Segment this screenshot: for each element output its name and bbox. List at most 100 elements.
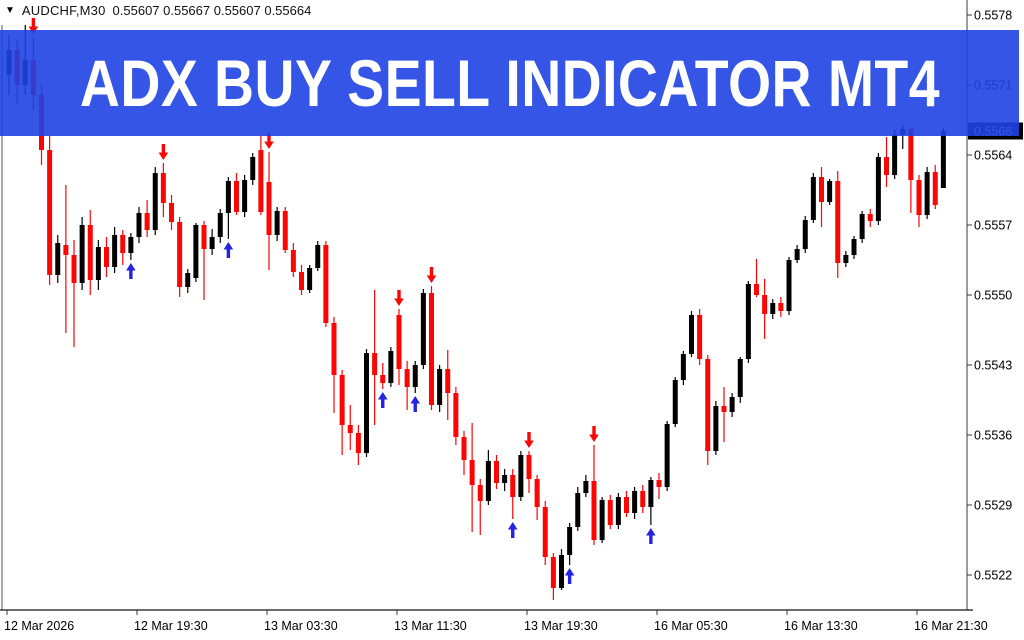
candle-body: [518, 455, 524, 497]
candle-body: [851, 239, 857, 255]
candle-body: [721, 406, 727, 412]
time-axis[interactable]: 12 Mar 2026 12 Mar 19:30 13 Mar 03:30 13 Ma…: [0, 609, 988, 633]
candle-body: [680, 354, 686, 380]
symbol-info-bar: ▼ AUDCHF,M30 0.55607 0.55667 0.55607 0.5…: [5, 3, 311, 18]
candle-body: [908, 129, 914, 180]
candle-body: [290, 250, 296, 272]
candle-body: [217, 213, 223, 237]
time-tick-label: 12 Mar 19:30: [134, 619, 208, 633]
candle-body: [339, 375, 345, 425]
candle-body: [71, 255, 77, 283]
candle-body: [112, 235, 118, 267]
candle-body: [477, 485, 483, 501]
candle-body: [599, 500, 605, 540]
time-tick-label: 16 Mar 21:30: [914, 619, 988, 633]
candle-body: [404, 369, 410, 387]
candle-body: [494, 461, 499, 483]
candle-body: [591, 481, 597, 540]
candle-body: [916, 180, 922, 215]
candle-body: [559, 555, 564, 588]
candle-body: [884, 157, 889, 175]
candle-body: [689, 315, 694, 354]
candle-body: [461, 437, 467, 460]
candle-body: [615, 497, 621, 525]
candle-body: [485, 461, 491, 501]
candle-body: [672, 380, 678, 424]
candle-body: [469, 460, 475, 485]
candle-body: [47, 150, 53, 275]
candle-body: [729, 397, 735, 412]
candle-body: [892, 135, 898, 175]
candle-body: [234, 181, 239, 212]
candle-body: [307, 268, 313, 290]
candle-body: [79, 225, 85, 283]
signal-arrows: [28, 18, 656, 584]
candle-body: [510, 475, 516, 497]
price-tick-label: 0.5564: [974, 149, 1012, 163]
candle-body: [250, 157, 256, 180]
candle-body: [185, 273, 191, 287]
price-tick-label: 0.5522: [974, 569, 1012, 583]
time-tick-label: 13 Mar 03:30: [264, 619, 338, 633]
candle-body: [299, 272, 304, 290]
candle-body: [583, 481, 589, 493]
buy-arrow-icon: [223, 242, 234, 258]
candle-body: [412, 365, 418, 387]
candle-body: [177, 222, 183, 287]
buy-arrow-icon: [377, 392, 388, 408]
promo-banner-title: ADX BUY SELL INDICATOR MT4: [79, 46, 940, 120]
candle-body: [388, 351, 394, 383]
buy-arrow-icon: [564, 568, 575, 584]
price-tick-label: 0.5557: [974, 219, 1012, 233]
candle-body: [607, 500, 613, 525]
candle-body: [794, 249, 800, 260]
time-tick-label: 13 Mar 19:30: [524, 619, 598, 633]
candle-body: [713, 406, 719, 451]
ohlc-quote-values: 0.55607 0.55667 0.55607 0.55664: [112, 3, 312, 18]
candle-body: [567, 527, 573, 555]
candle-body: [810, 177, 816, 220]
symbol-timeframe-label: AUDCHF,M30: [21, 3, 106, 18]
candle-body: [380, 375, 386, 383]
candle-body: [315, 245, 321, 268]
candle-body: [104, 247, 109, 267]
candle-body: [225, 181, 231, 213]
candle-body: [924, 172, 930, 215]
candle-body: [542, 507, 548, 557]
symbol-dropdown-icon[interactable]: ▼: [5, 5, 15, 16]
candle-body: [274, 211, 280, 235]
candle-body: [258, 150, 264, 212]
candle-body: [445, 369, 451, 393]
candle-body: [705, 359, 711, 451]
candle-body: [193, 225, 199, 278]
candle-body: [867, 214, 873, 221]
candle-body: [152, 173, 158, 230]
candle-body: [347, 425, 353, 433]
candle-body: [648, 480, 654, 507]
candle-body: [420, 293, 426, 365]
sell-arrow-icon: [426, 267, 437, 283]
candle-body: [575, 493, 581, 527]
candle-body: [770, 303, 776, 314]
candle-body: [120, 235, 126, 253]
candle-body: [762, 295, 768, 314]
candle-body: [819, 177, 824, 202]
buy-arrow-icon: [126, 263, 136, 279]
candle-body: [453, 393, 459, 437]
candle-body: [364, 353, 369, 453]
candle-body: [323, 245, 329, 323]
candle-body: [169, 203, 174, 222]
candle-body: [209, 237, 215, 249]
time-tick-label: 16 Mar 05:30: [654, 619, 728, 633]
candle-body: [835, 181, 841, 263]
candle-body: [136, 213, 142, 237]
sell-arrow-icon: [524, 432, 534, 448]
candle-body: [242, 180, 248, 212]
candle-body: [778, 303, 784, 311]
candle-body: [664, 424, 670, 487]
candle-body: [550, 557, 556, 588]
price-tick-label: 0.5543: [974, 359, 1012, 373]
candle-body: [624, 497, 629, 513]
candle-body: [827, 181, 833, 202]
sell-arrow-icon: [264, 133, 274, 149]
